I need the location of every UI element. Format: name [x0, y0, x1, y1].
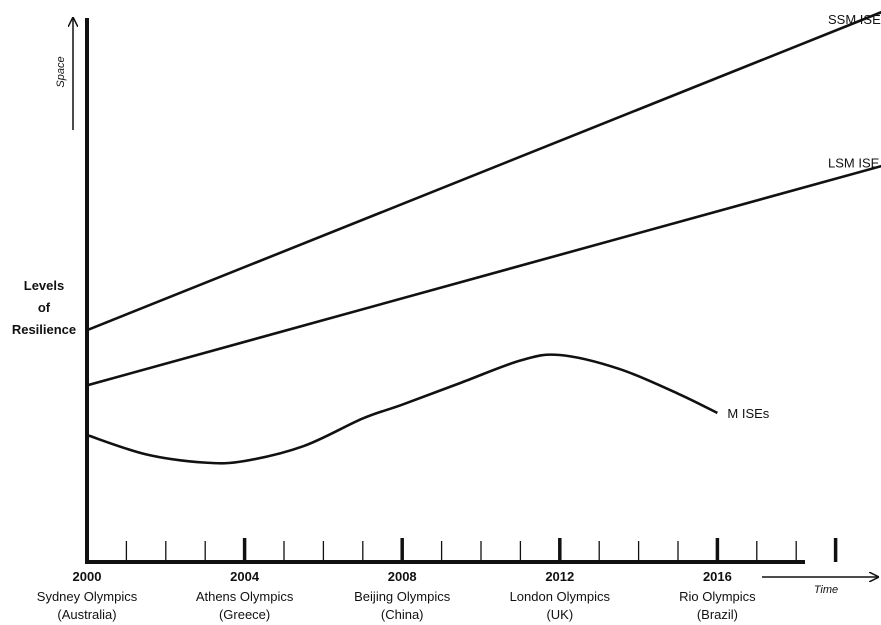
- event-name-label: Athens Olympics: [196, 589, 294, 604]
- series-line-ssm-ise: [86, 10, 881, 332]
- x-tick-label: 2016: [703, 569, 732, 584]
- x-tick-label: 2004: [230, 569, 260, 584]
- space-label: Space: [55, 56, 67, 87]
- series-line-lsm-ise: [86, 164, 881, 387]
- event-country-label: (UK): [546, 607, 573, 622]
- event-country-label: (Brazil): [697, 607, 738, 622]
- series-group: [86, 10, 881, 465]
- series-label: M ISEs: [727, 406, 769, 421]
- event-country-label: (Greece): [219, 607, 270, 622]
- axes: [73, 18, 878, 577]
- series-line-m-ises: [86, 353, 718, 465]
- y-axis-title-line: Resilience: [12, 322, 76, 337]
- event-name-label: London Olympics: [510, 589, 611, 604]
- x-tick-label: 2000: [73, 569, 102, 584]
- event-name-label: Rio Olympics: [679, 589, 756, 604]
- event-country-label: (China): [381, 607, 424, 622]
- event-name-label: Sydney Olympics: [37, 589, 138, 604]
- series-label: SSM ISE: [828, 12, 881, 27]
- event-name-label: Beijing Olympics: [354, 589, 451, 604]
- time-label: Time: [814, 584, 838, 596]
- x-tick-label: 2012: [545, 569, 574, 584]
- x-tick-label: 2008: [388, 569, 417, 584]
- y-axis-title-line: of: [38, 300, 51, 315]
- labels-group: Space Time Levels of Resilience 2000 2004 2008 2…: [12, 12, 881, 622]
- event-country-label: (Australia): [57, 607, 116, 622]
- series-label: LSM ISE: [828, 156, 880, 171]
- y-axis-title-line: Levels: [24, 278, 64, 293]
